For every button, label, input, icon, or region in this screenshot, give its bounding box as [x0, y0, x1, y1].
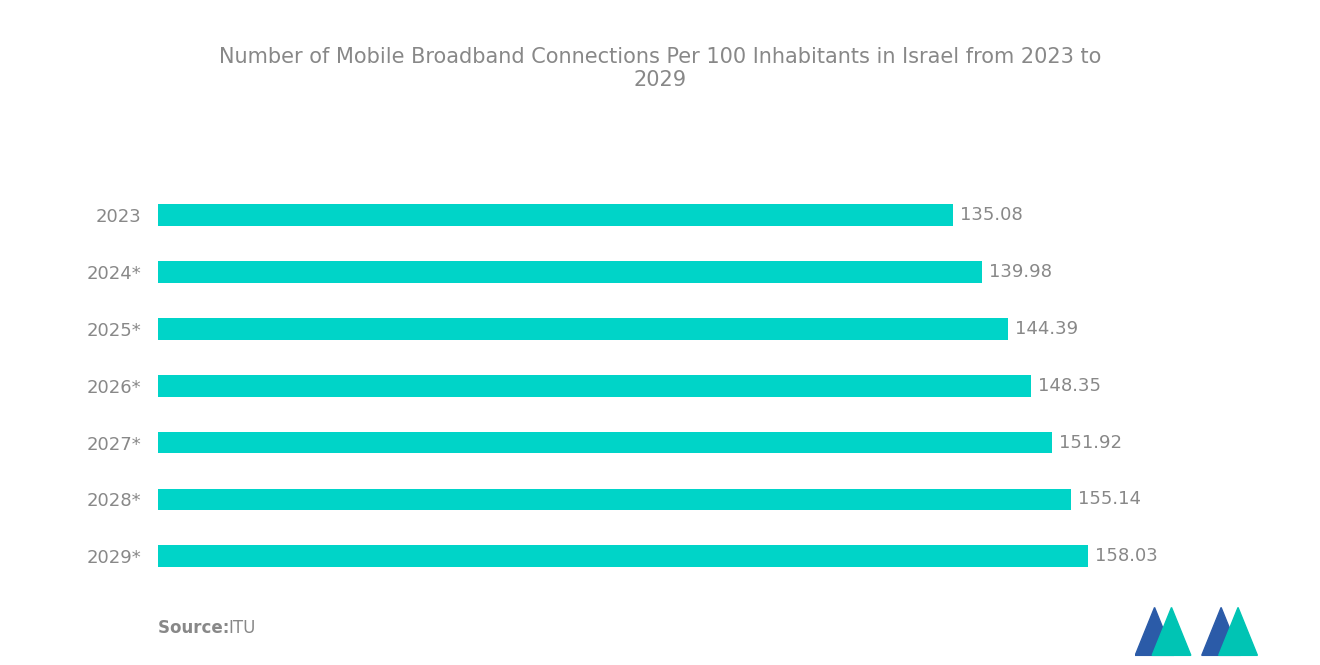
Text: 158.03: 158.03 — [1096, 547, 1158, 565]
Polygon shape — [1218, 608, 1258, 656]
Text: 155.14: 155.14 — [1078, 490, 1142, 509]
Polygon shape — [1135, 608, 1173, 656]
Bar — [158, 318, 1008, 340]
Text: 151.92: 151.92 — [1059, 434, 1122, 452]
Text: 144.39: 144.39 — [1015, 320, 1078, 338]
Bar — [158, 261, 982, 283]
Polygon shape — [1201, 608, 1241, 656]
Bar — [158, 432, 1052, 454]
Text: 148.35: 148.35 — [1039, 376, 1101, 395]
Bar — [158, 545, 1088, 567]
Bar — [158, 375, 1031, 396]
Text: 135.08: 135.08 — [960, 206, 1023, 224]
Text: Source:: Source: — [158, 619, 235, 638]
Bar — [158, 204, 953, 226]
Polygon shape — [1152, 608, 1191, 656]
Text: Number of Mobile Broadband Connections Per 100 Inhabitants in Israel from 2023 t: Number of Mobile Broadband Connections P… — [219, 47, 1101, 90]
Text: ITU: ITU — [228, 619, 256, 638]
Text: 139.98: 139.98 — [989, 263, 1052, 281]
Bar — [158, 489, 1071, 510]
